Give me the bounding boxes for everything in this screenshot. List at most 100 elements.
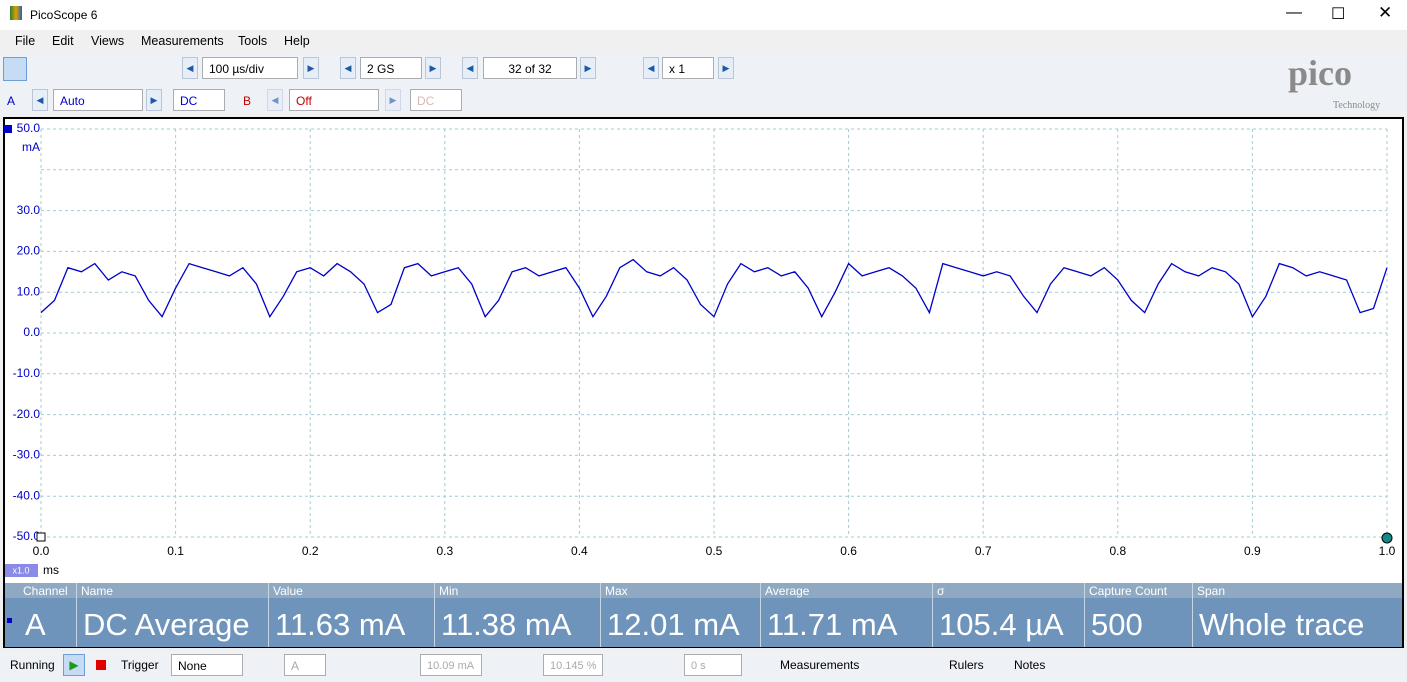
column-header: Min xyxy=(439,584,459,598)
range-a-up[interactable]: ▶ xyxy=(146,89,162,111)
zoom-up[interactable]: ▶ xyxy=(718,57,734,79)
zoom-down[interactable]: ◀ xyxy=(643,57,659,79)
x-tick-label: 0.9 xyxy=(1244,544,1261,558)
cell: 11.38 mA xyxy=(441,607,572,642)
x-tick-label: 0.6 xyxy=(840,544,857,558)
status-bar: Running ▶ Trigger None A 10.09 mA 10.145… xyxy=(0,651,1407,682)
samples[interactable]: 2 GS xyxy=(360,57,422,79)
range-b-down[interactable]: ◀ xyxy=(267,89,283,111)
range-a[interactable]: Auto xyxy=(53,89,143,111)
x-tick-label: 0.4 xyxy=(571,544,588,558)
zoom[interactable]: x 1 xyxy=(662,57,714,79)
notes-label: Notes xyxy=(1014,658,1046,672)
menu-item[interactable]: File xyxy=(15,34,36,48)
row-marker xyxy=(7,618,12,623)
column-header: Max xyxy=(605,584,628,598)
buffer[interactable]: 32 of 32 xyxy=(483,57,577,79)
y-tick-label: 50.0 xyxy=(17,121,41,135)
coupling-b[interactable]: DC xyxy=(410,89,462,111)
cell: 11.63 mA xyxy=(275,607,406,642)
maximize[interactable]: ☐ xyxy=(1331,6,1346,23)
scope-view xyxy=(3,117,1404,648)
timebase[interactable]: 100 µs/div xyxy=(202,57,298,79)
samples-down[interactable]: ◀ xyxy=(340,57,356,79)
x-tick-label: 0.7 xyxy=(975,544,992,558)
column-header: Channel xyxy=(23,584,68,598)
header-band xyxy=(5,583,1402,598)
column-divider xyxy=(1192,583,1193,647)
menu-item[interactable]: Edit xyxy=(52,34,74,48)
origin-marker xyxy=(36,532,46,542)
x-tick-label: 0.1 xyxy=(167,544,184,558)
cell: 500 xyxy=(1091,607,1143,642)
x-unit: ms xyxy=(43,563,59,577)
x-tick-label: 0.2 xyxy=(302,544,319,558)
range-b[interactable]: Off xyxy=(289,89,379,111)
x-tick-label: 0.0 xyxy=(33,544,50,558)
y-unit: mA xyxy=(22,140,40,154)
cell: 11.71 mA xyxy=(767,607,898,642)
column-header: Span xyxy=(1197,584,1226,598)
cell: 12.01 mA xyxy=(607,607,740,642)
y-tick-label: -10.0 xyxy=(13,366,41,380)
run-state: Running xyxy=(10,658,55,672)
logo: pico xyxy=(1288,53,1353,93)
minimize[interactable]: — xyxy=(1286,4,1302,21)
pre-trigger[interactable]: 10.145 % xyxy=(543,654,603,676)
trigger-level[interactable]: 10.09 mA xyxy=(420,654,482,676)
samples-up[interactable]: ▶ xyxy=(425,57,441,79)
x-tick-label: 0.3 xyxy=(436,544,453,558)
menu-item[interactable]: Measurements xyxy=(141,34,224,48)
y-tick-label: -40.0 xyxy=(13,488,41,502)
trigger-delay[interactable]: 0 s xyxy=(684,654,742,676)
start[interactable]: ▶ xyxy=(63,654,85,676)
x-tick-label: 0.8 xyxy=(1109,544,1126,558)
y-tick-label: -20.0 xyxy=(13,407,41,421)
column-divider xyxy=(760,583,761,647)
menu-item[interactable]: Help xyxy=(284,34,310,48)
channel-marker xyxy=(4,125,12,133)
y-tick-label: -50.0 xyxy=(13,529,41,543)
rulers-label: Rulers xyxy=(949,658,984,672)
column-divider xyxy=(76,583,77,647)
menu-bar: File Edit Views Measurements Tools Help xyxy=(0,32,1407,52)
coupling-a[interactable]: DC xyxy=(173,89,225,111)
title-bar xyxy=(0,0,1407,30)
y-tick-label: 20.0 xyxy=(17,244,41,258)
menu-item[interactable]: Views xyxy=(91,34,125,48)
trigger-marker xyxy=(1381,532,1393,544)
channel-a[interactable]: A xyxy=(7,94,16,108)
column-header: Capture Count xyxy=(1089,584,1168,598)
y-tick-label: 0.0 xyxy=(23,325,40,339)
cell: A xyxy=(25,607,46,642)
measurements-table: Channel Name Value Min Max Average σ Capture Co… xyxy=(5,583,1402,647)
window-title: PicoScope 6 xyxy=(30,8,98,22)
trigger-channel[interactable]: A xyxy=(284,654,326,676)
buffer-prev[interactable]: ◀ xyxy=(462,57,478,79)
trigger-label: Trigger xyxy=(121,658,159,672)
cell: DC Average xyxy=(83,607,250,642)
app-icon xyxy=(10,6,22,20)
column-header: Average xyxy=(765,584,810,598)
y-tick-label: -30.0 xyxy=(13,448,41,462)
menu-item[interactable]: Tools xyxy=(238,34,268,48)
scope-mode[interactable] xyxy=(3,57,27,81)
timebase-up[interactable]: ▶ xyxy=(303,57,319,79)
trigger-mode[interactable]: None xyxy=(171,654,243,676)
chart: 50.0 30.0 20.0 10.0 0.0 -10.0 -20.0 -30.0 -40.0 -… xyxy=(4,121,1396,577)
stop[interactable] xyxy=(96,660,106,670)
buffer-next[interactable]: ▶ xyxy=(580,57,596,79)
timebase-down[interactable]: ◀ xyxy=(182,57,198,79)
range-a-down[interactable]: ◀ xyxy=(32,89,48,111)
range-b-up[interactable]: ▶ xyxy=(385,89,401,111)
zoom-badge xyxy=(5,564,38,577)
cell: 105.4 µA xyxy=(939,607,1064,642)
close[interactable]: ✕ xyxy=(1378,3,1393,22)
x-tick-label: 1.0 xyxy=(1379,544,1396,558)
channel-b[interactable]: B xyxy=(243,94,252,108)
zoom-factor: x1.0 xyxy=(12,565,29,575)
column-header: Name xyxy=(81,584,114,598)
logo-sub: Technology xyxy=(1333,100,1381,111)
x-tick-label: 0.5 xyxy=(706,544,723,558)
